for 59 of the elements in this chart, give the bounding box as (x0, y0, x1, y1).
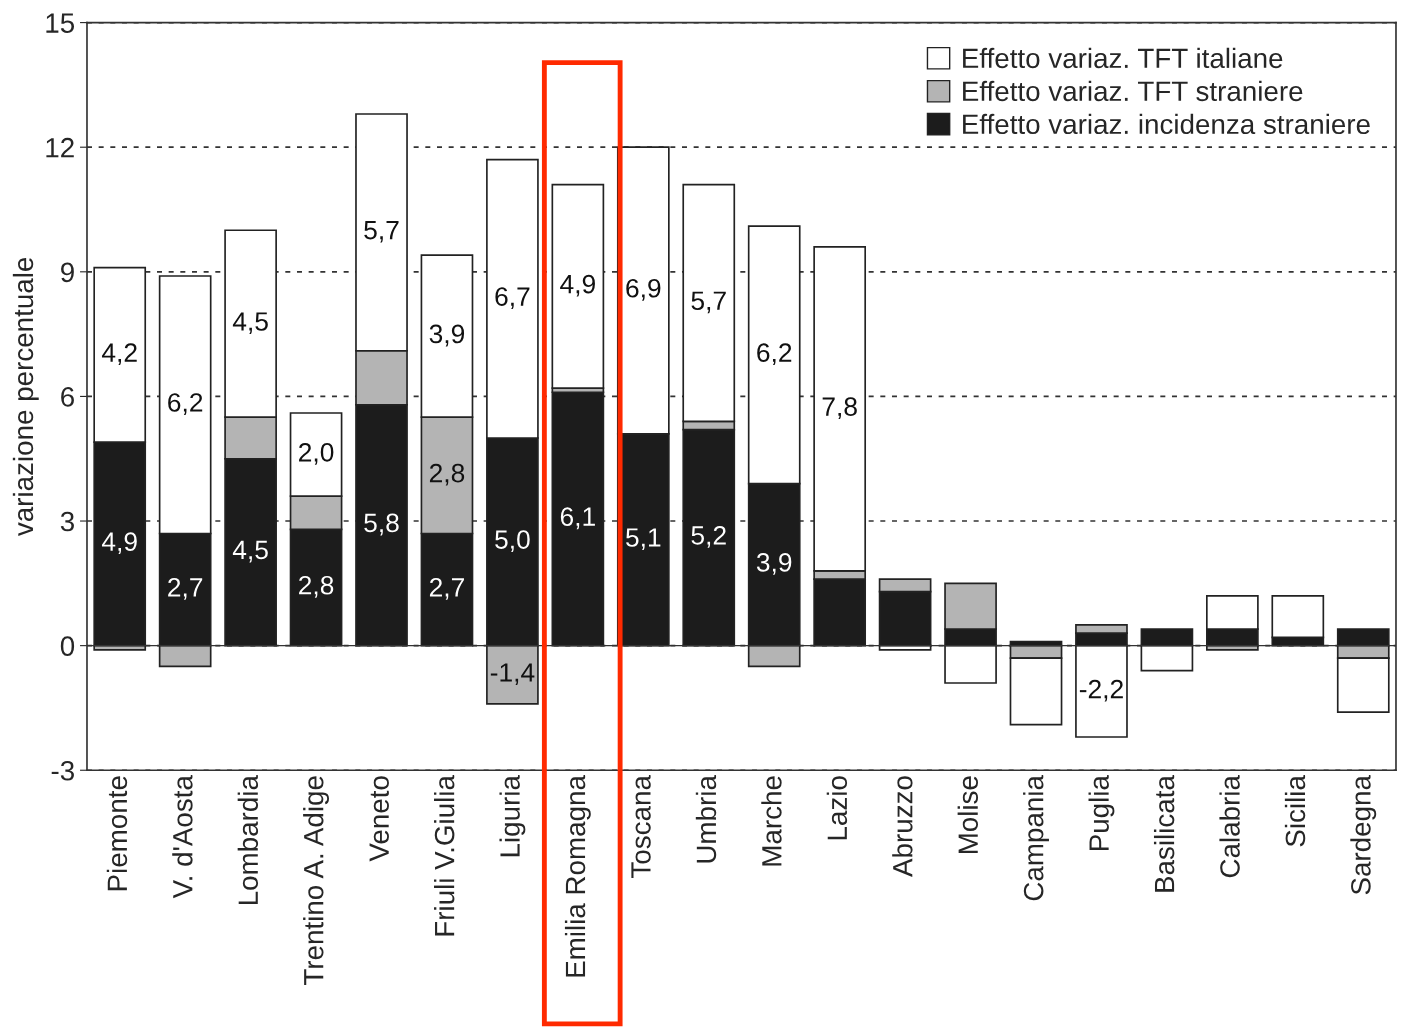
x-tick-label: Toscana (631, 775, 651, 878)
x-tick-label: Molise (957, 776, 979, 854)
data-label: 3,9 (756, 553, 792, 575)
y-tick-label: 3 (60, 511, 74, 532)
x-tick-label: Veneto (369, 776, 389, 862)
y-tick-label: 0 (60, 636, 75, 656)
x-tick-label: V. d'Aosta (172, 775, 193, 899)
y-tick-label: 6 (61, 387, 74, 407)
x-tick-label: Abruzzo (892, 776, 913, 877)
bar (551, 183, 605, 389)
x-tick-label: Puglia (1088, 775, 1115, 851)
data-label: 4,9 (101, 532, 137, 555)
x-tick-label: Sardegna (1350, 775, 1377, 895)
bar (551, 391, 605, 647)
data-label: 4,2 (101, 343, 137, 366)
legend-label: Effetto variaz. incidenza straniere (963, 113, 1370, 135)
x-tick-label: Piemonte (106, 776, 128, 891)
y-tick-label: 9 (61, 262, 74, 283)
y-axis-title: variazione percentuale (12, 257, 39, 537)
x-tick-label: Basilicata (1153, 775, 1175, 892)
y-tick-label: -3 (51, 760, 74, 781)
y-tick-label: 12 (46, 137, 74, 158)
data-label: 2,8 (299, 575, 334, 598)
x-tick-label: Friuli V.Giulia (434, 775, 455, 936)
data-label: 2,8 (429, 463, 465, 486)
x-tick-label: Campania (1023, 775, 1049, 901)
data-label: 2,7 (168, 577, 203, 600)
data-label: 5,1 (626, 528, 661, 550)
x-tick-label: Lazio (826, 776, 848, 840)
data-label: 6,9 (626, 278, 661, 301)
x-tick-label: Lombardia (237, 775, 259, 905)
data-label: 5,2 (691, 526, 726, 548)
data-label: 7,8 (822, 397, 857, 420)
data-label: 3,9 (429, 324, 465, 347)
x-tick-label: Umbria (695, 775, 717, 863)
data-label: 6,7 (495, 287, 530, 310)
data-label: 4,5 (232, 540, 268, 563)
x-tick-label: Emilia Romagna (564, 775, 591, 977)
data-label: -2,2 (1079, 679, 1123, 702)
data-label: 5,0 (495, 530, 530, 552)
data-label: 2,0 (299, 442, 334, 465)
data-label: 4,9 (560, 274, 595, 297)
legend-label: Effetto variaz. TFT straniere (963, 80, 1303, 102)
x-tick-label: Liguria (499, 775, 526, 857)
data-label: 6,2 (168, 393, 203, 415)
data-label: 5,7 (691, 291, 726, 314)
data-label: 4,5 (232, 312, 268, 334)
legend-label: Effetto variaz. TFT italiane (963, 47, 1283, 69)
data-label: 6,2 (757, 343, 792, 366)
x-tick-label: Marche (761, 776, 782, 866)
data-label: -1,4 (490, 663, 535, 685)
x-tick-label: Trentino A. Adige (303, 776, 330, 985)
y-tick-label: 15 (46, 13, 75, 33)
data-label: 5,8 (364, 513, 399, 536)
x-tick-label: Sicilia (1284, 775, 1306, 847)
data-label: 2,7 (429, 577, 464, 600)
x-tick-label: Calabria (1219, 775, 1240, 878)
data-label: 6,1 (560, 507, 595, 530)
data-label: 5,7 (364, 221, 399, 243)
